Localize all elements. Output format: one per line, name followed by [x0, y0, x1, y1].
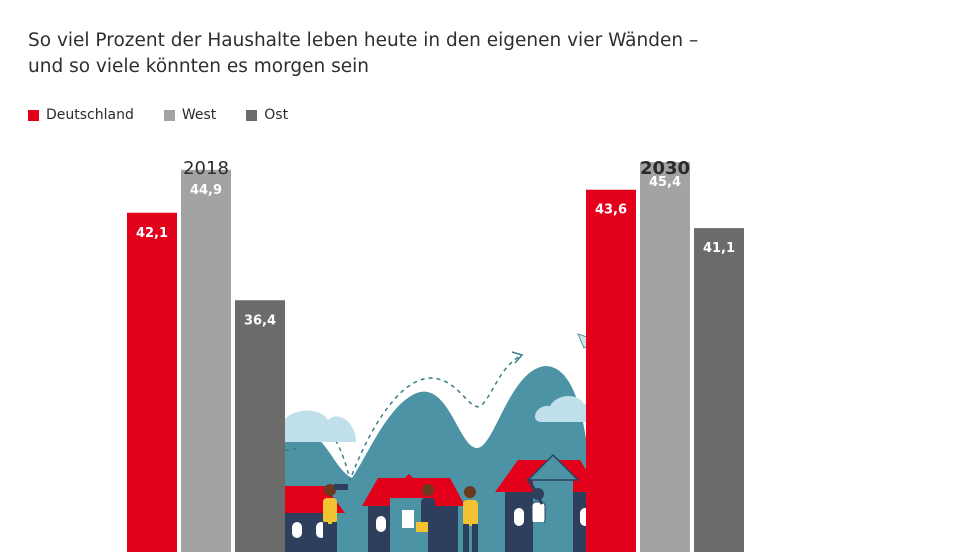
chart-subtitle: So viel Prozent der Haushalte leben heut…: [28, 28, 788, 80]
house-window: [402, 510, 414, 528]
house-window: [376, 516, 386, 532]
arrow-head: [511, 351, 524, 364]
bar-deutschland-2030: [586, 189, 636, 552]
house-roof: [526, 453, 580, 481]
data-label-deutschland-2030: 43,6: [595, 203, 627, 218]
legend-item-west: West: [163, 107, 217, 123]
legend-swatch-deutschland: [28, 109, 39, 121]
category-label-2030: 2030: [640, 158, 690, 179]
data-label-ost-2018: 36,4: [244, 313, 276, 328]
bar-west-2030: [640, 162, 690, 552]
person-figure: [416, 484, 435, 532]
data-label-west-2030: 45,4: [649, 175, 681, 190]
housing-illustration: [239, 333, 612, 552]
legend-item-deutschland: Deutschland: [28, 107, 134, 123]
legend-label-ost: Ost: [264, 107, 289, 123]
data-label-west-2018: 44,9: [190, 183, 222, 198]
bar-deutschland-2018: [127, 212, 177, 552]
subtitle-line-1: So viel Prozent der Haushalte leben heut…: [28, 30, 699, 51]
person-figure: [526, 477, 546, 552]
bar-west-2018: [181, 169, 231, 552]
house-window: [292, 522, 302, 538]
subtitle-line-2: und so viele könnten es morgen sein: [28, 56, 369, 77]
bar-ost-2018: [235, 300, 285, 552]
person-figure: [323, 484, 348, 552]
legend-swatch-west: [163, 109, 175, 121]
house-window: [514, 508, 524, 526]
bars-layer: [127, 162, 744, 552]
data-label-deutschland-2018: 42,1: [136, 226, 168, 241]
legend-label-west: West: [181, 107, 217, 123]
legend-swatch-ost: [246, 109, 258, 121]
legend: Deutschland West Ost: [28, 107, 288, 123]
category-labels-layer: 2018 2030: [183, 158, 690, 179]
data-label-ost-2030: 41,1: [703, 241, 735, 256]
value-labels-layer: 42,1 44,9 36,4 43,6 45,4 41,1: [136, 175, 735, 328]
person-figure: [463, 486, 478, 552]
bar-ost-2030: [694, 228, 744, 552]
category-label-2018: 2018: [183, 158, 229, 179]
legend-label-deutschland: Deutschland: [46, 107, 134, 123]
legend-item-ost: Ost: [246, 107, 288, 123]
house-roof: [384, 474, 434, 498]
